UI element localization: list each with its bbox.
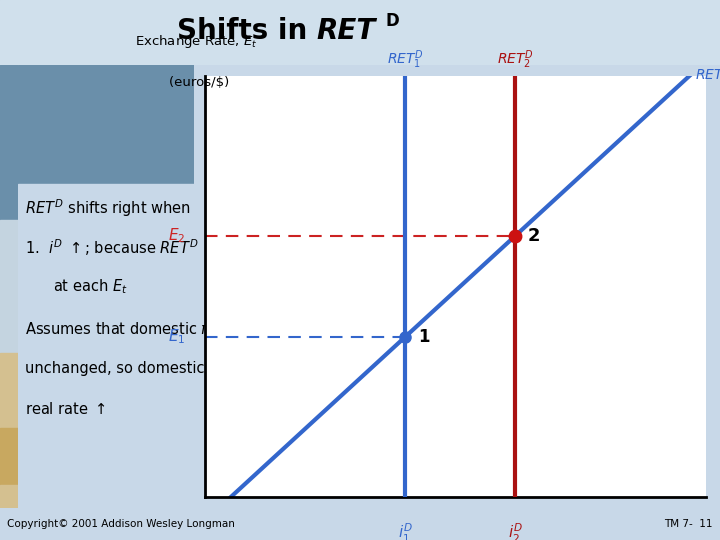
Text: $i_2^D$: $i_2^D$	[508, 522, 523, 540]
Text: Copyright© 2001 Addison Wesley Longman: Copyright© 2001 Addison Wesley Longman	[7, 519, 235, 529]
Text: 1: 1	[418, 328, 429, 346]
Bar	[0, 485, 18, 508]
Text: unchanged, so domestic: unchanged, so domestic	[25, 361, 204, 376]
Text: $i_1^D$: $i_1^D$	[398, 522, 413, 540]
Bar	[0, 65, 18, 220]
Text: Shifts in: Shifts in	[177, 17, 317, 45]
Text: Exchange Rate, $E_t$: Exchange Rate, $E_t$	[135, 33, 258, 50]
Bar	[18, 65, 194, 184]
Bar	[0, 353, 18, 428]
Text: RET: RET	[317, 17, 376, 45]
Bar	[0, 220, 18, 353]
Text: $\mathit{RET^D}$ shifts right when: $\mathit{RET^D}$ shifts right when	[25, 198, 191, 219]
Text: D: D	[385, 12, 399, 30]
Text: $E_1$: $E_1$	[168, 327, 185, 346]
Text: (euros/$): (euros/$)	[135, 76, 230, 89]
Text: Assumes that domestic $\mathit{\pi^e}$: Assumes that domestic $\mathit{\pi^e}$	[25, 322, 218, 338]
Text: 2: 2	[528, 227, 541, 245]
Text: $\mathit{RET}_1^F$: $\mathit{RET}_1^F$	[695, 64, 720, 87]
Text: $\mathit{RET}_1^D$: $\mathit{RET}_1^D$	[387, 49, 424, 71]
Bar	[18, 184, 194, 508]
Text: at each $\mathit{E_t}$: at each $\mathit{E_t}$	[53, 278, 128, 296]
Text: 1.  $\mathit{i^D}$ $\uparrow$; because $\mathit{RET^D}$ $\uparrow$: 1. $\mathit{i^D}$ $\uparrow$; because $\…	[25, 238, 217, 258]
Bar	[0, 428, 18, 485]
Text: TM 7-  11: TM 7- 11	[665, 519, 713, 529]
Text: $E_2$: $E_2$	[168, 226, 185, 245]
Text: real rate $\uparrow$: real rate $\uparrow$	[25, 401, 107, 417]
Text: $\mathit{RET}_2^D$: $\mathit{RET}_2^D$	[497, 49, 534, 71]
